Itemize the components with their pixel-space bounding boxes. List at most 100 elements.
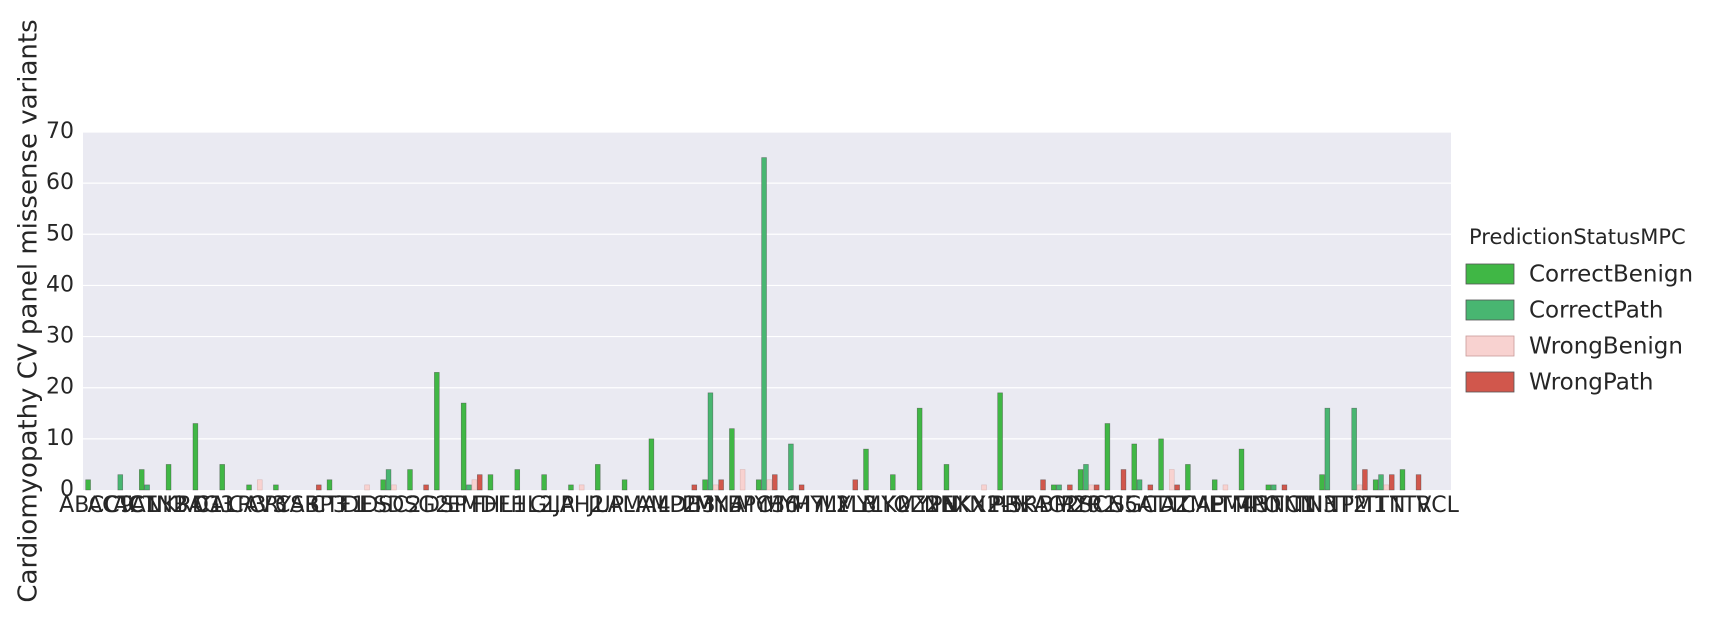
bar-WrongPath-TAZ — [1174, 484, 1180, 491]
y-tick-label: 70 — [46, 119, 74, 144]
x-tick-label: GLA — [530, 493, 575, 518]
bar-CorrectBenign-DSC2 — [380, 479, 386, 491]
x-tick-label: RBM20 — [1023, 493, 1100, 518]
bar-CorrectBenign-ANKRD1 — [165, 464, 172, 491]
bar-WrongBenign-DSC2 — [391, 484, 397, 491]
legend-swatch-WrongPath — [1465, 371, 1515, 393]
x-tick-label: MYLK2 — [838, 493, 911, 518]
x-tick-label: LAMA4 — [595, 493, 671, 518]
bar-CorrectBenign-TTN — [1372, 479, 1379, 491]
y-tick-label: 50 — [46, 221, 74, 246]
bar-WrongPath-RBM20 — [1067, 484, 1073, 491]
bar-CorrectBenign-CAV3 — [246, 484, 252, 491]
x-tick-label: MYL2 — [791, 493, 850, 518]
legend-swatch-WrongBenign — [1465, 335, 1515, 357]
x-tick-label: JUP — [586, 493, 624, 518]
bar-CorrectBenign-SCN5A — [1104, 423, 1111, 491]
bar-CorrectPath-MYH7 — [788, 443, 794, 491]
x-tick-label: ACTN2 — [113, 493, 187, 518]
x-tick-label: TPM1 — [1326, 493, 1387, 518]
bar-WrongPath-TPM1 — [1362, 469, 1368, 491]
bar-CorrectBenign-MYPN — [916, 407, 923, 491]
y-tick-label: 30 — [46, 324, 74, 349]
x-tick-label: TMPO — [1217, 493, 1281, 518]
bar-WrongPath-EMD — [477, 474, 483, 491]
bar-WrongBenign-TAZ — [1169, 469, 1175, 491]
bar-CorrectBenign-FHL1 — [487, 474, 494, 491]
x-tick-label: SCN5A — [1078, 493, 1153, 518]
x-tick-label: CTF1 — [310, 493, 365, 518]
bar-CorrectBenign-CALR3 — [219, 464, 225, 491]
y-tick-label: 60 — [46, 170, 74, 195]
legend-items: CorrectBenign CorrectPath WrongBenign Wrong… — [1465, 262, 1693, 396]
gridlines — [83, 131, 1451, 440]
bar-WrongPath-PRKAG2 — [1040, 479, 1046, 491]
x-tick-label: CSRP3 — [275, 493, 347, 518]
bar-CorrectPath-TPM1 — [1351, 407, 1357, 491]
legend-label-CorrectPath: CorrectPath — [1529, 298, 1663, 324]
bar-WrongBenign-RYR2 — [1088, 484, 1095, 491]
bar-CorrectPath-TNNC1 — [1270, 484, 1277, 491]
bars — [85, 157, 1422, 491]
bar-WrongPath-SGCD — [1147, 484, 1154, 491]
x-tick-label: FHL2 — [498, 493, 553, 518]
bar-WrongPath-CSRP3 — [316, 484, 322, 491]
bar-WrongBenign-CAV3 — [257, 479, 263, 491]
bar-CorrectBenign-RBM20 — [1051, 484, 1057, 491]
bar-CorrectBenign-CRYAB — [273, 484, 279, 491]
x-tick-label: TMEM43 — [1175, 493, 1269, 518]
x-tick-label: TAZ — [1147, 493, 1190, 518]
y-tick-label: 40 — [46, 272, 74, 297]
y-tick-label: 20 — [46, 375, 74, 400]
x-tick-label: LMNA — [682, 493, 745, 518]
legend-label-WrongBenign: WrongBenign — [1529, 334, 1683, 360]
bar-WrongBenign-NKX2-5 — [981, 484, 987, 491]
x-tick-label: TNNT2 — [1292, 493, 1367, 518]
x-tick-label: ANKRD1 — [131, 493, 223, 518]
bar-CorrectBenign-FHL2 — [514, 469, 521, 491]
bar-WrongPath-SCN5A — [1120, 469, 1127, 491]
bar-CorrectPath-ACTN2 — [144, 484, 150, 491]
bar-CorrectBenign-EMD — [460, 402, 467, 491]
x-tick-label: RYR2 — [1061, 493, 1118, 518]
bar-CorrectBenign-MYOZ2 — [890, 474, 896, 491]
legend-label-CorrectBenign: CorrectBenign — [1529, 262, 1693, 288]
x-tick-label: MYBPC3 — [695, 493, 785, 518]
x-tick-label: MYOZ2 — [862, 493, 940, 518]
bar-CorrectBenign-TMEM43 — [1211, 479, 1218, 491]
x-tick-label: ACTC1 — [87, 493, 159, 518]
bar-CorrectBenign-JUP — [595, 464, 601, 491]
bar-WrongBenign-JPH2 — [578, 484, 585, 491]
bar-WrongBenign-EMD — [471, 479, 478, 491]
legend-title: PredictionStatusMPC — [1469, 225, 1686, 249]
x-tick-label: DSC2 — [361, 493, 421, 518]
bar-CorrectBenign-PLN — [997, 392, 1003, 491]
x-tick-label: FHL1 — [471, 493, 526, 518]
bar-CorrectBenign-RYR2 — [1077, 469, 1084, 491]
x-tick-labels: ABCC9ACTC1ACTN2ANKRD1BAG3CALR3CAV3CRYABC… — [59, 493, 1459, 518]
legend-label-WrongPath: WrongPath — [1529, 370, 1653, 396]
x-tick-label: TCAP — [1167, 493, 1224, 518]
bar-CorrectPath-TNNT2 — [1324, 407, 1331, 491]
bar-CorrectBenign-DSP — [434, 372, 440, 491]
legend-swatch-CorrectPath — [1465, 299, 1515, 321]
x-tick-label: DSP — [423, 493, 467, 518]
y-axis-label: Cardiomyopathy CV panel missense variant… — [14, 19, 44, 602]
bar-CorrectBenign-BAG3 — [192, 423, 199, 491]
x-tick-label: CRYAB — [249, 493, 320, 518]
bar-CorrectBenign-MYLK2 — [863, 448, 869, 491]
x-tick-label: EMD — [447, 493, 497, 518]
x-tick-label: MYH6 — [736, 493, 799, 518]
x-tick-label: VCL — [1416, 493, 1459, 518]
bar-CorrectBenign-TNNT2 — [1319, 474, 1325, 491]
bar-WrongPath-TNNC1 — [1281, 484, 1288, 491]
x-tick-label: LAMP2 — [623, 493, 697, 518]
bar-CorrectPath-DSC2 — [385, 469, 392, 491]
bar-CorrectPath-SGCD — [1136, 479, 1143, 491]
bar-CorrectBenign-ACTN2 — [139, 469, 145, 491]
bar-CorrectPath-MYH6 — [761, 157, 767, 491]
bar-CorrectBenign-TMPO — [1238, 448, 1245, 491]
bar-WrongBenign-TPM1 — [1356, 484, 1363, 491]
bar-CorrectBenign-TNNC1 — [1265, 484, 1272, 491]
